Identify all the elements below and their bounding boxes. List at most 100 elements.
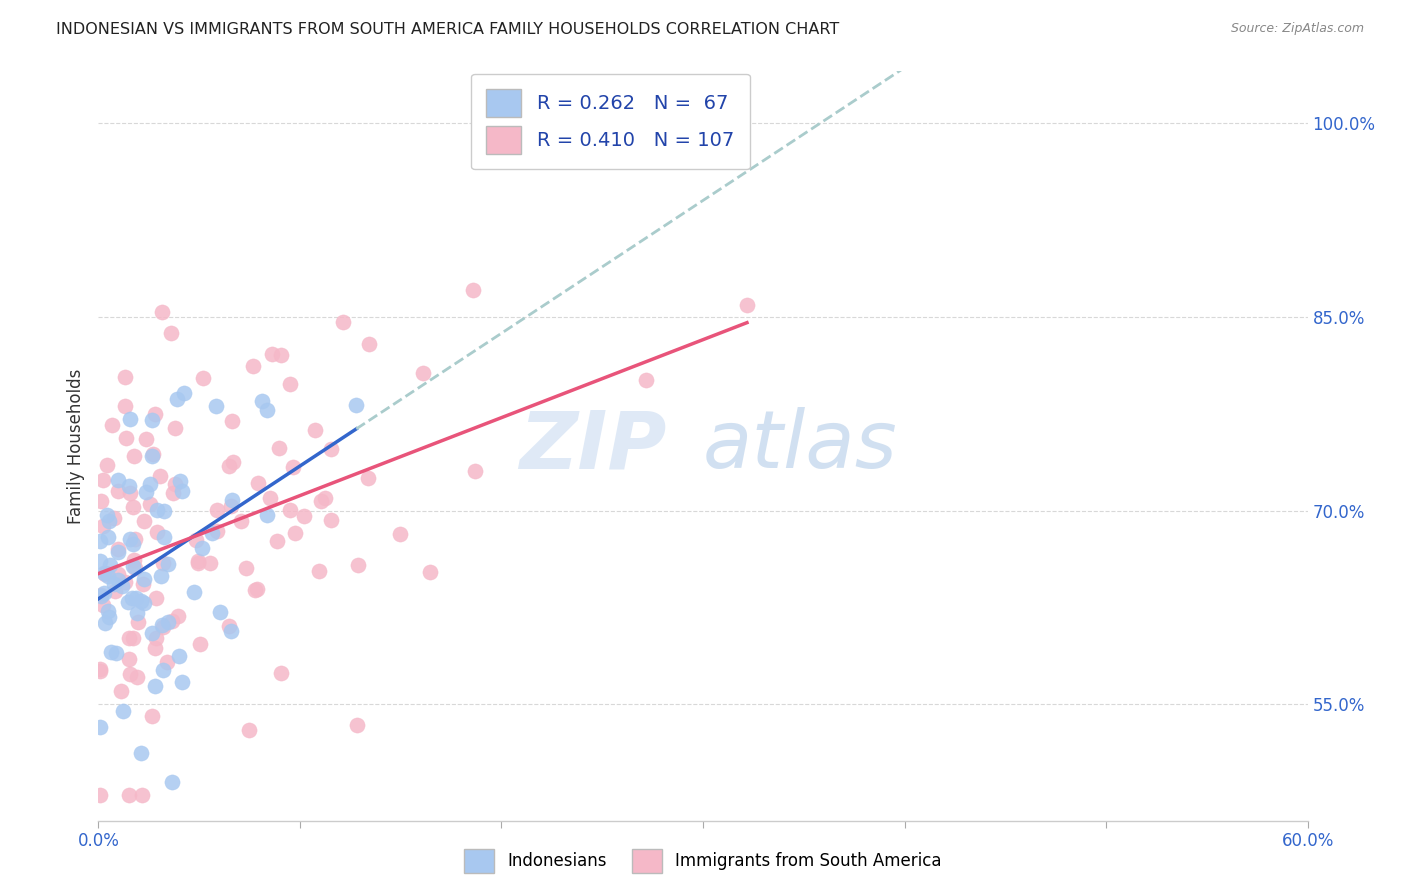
Point xyxy=(145,591,167,606)
Point xyxy=(153,529,176,543)
Point xyxy=(120,411,142,425)
Point xyxy=(218,619,240,633)
Point xyxy=(235,561,257,575)
Point xyxy=(152,304,174,318)
Point xyxy=(218,458,240,473)
Point xyxy=(205,502,228,516)
Point xyxy=(111,579,134,593)
Point xyxy=(259,491,281,505)
Point xyxy=(97,604,120,618)
Point xyxy=(169,474,191,488)
Point xyxy=(107,566,129,581)
Point xyxy=(90,494,112,508)
Point xyxy=(238,723,260,737)
Point xyxy=(464,463,486,477)
Point xyxy=(93,566,115,580)
Point xyxy=(229,515,252,529)
Point xyxy=(357,471,380,485)
Point xyxy=(173,385,195,400)
Point xyxy=(134,596,156,610)
Legend: Indonesians, Immigrants from South America: Indonesians, Immigrants from South Ameri… xyxy=(457,842,949,880)
Point xyxy=(118,478,141,492)
Text: atlas: atlas xyxy=(703,407,898,485)
Point xyxy=(304,423,326,437)
Point xyxy=(186,533,208,547)
Point xyxy=(107,573,129,587)
Point xyxy=(121,591,143,606)
Point xyxy=(247,476,270,491)
Point xyxy=(122,559,145,574)
Point xyxy=(121,537,143,551)
Point xyxy=(107,545,129,559)
Point xyxy=(157,615,180,629)
Point xyxy=(169,648,191,663)
Point xyxy=(91,519,114,533)
Y-axis label: Family Households: Family Households xyxy=(66,368,84,524)
Point xyxy=(127,615,149,630)
Point xyxy=(142,447,165,461)
Point xyxy=(242,359,264,373)
Point xyxy=(160,614,183,628)
Point xyxy=(125,670,148,684)
Point xyxy=(94,566,117,581)
Point xyxy=(156,655,179,669)
Point xyxy=(91,598,114,612)
Point xyxy=(135,485,157,500)
Point xyxy=(221,493,243,508)
Point xyxy=(183,584,205,599)
Point xyxy=(89,533,111,548)
Point xyxy=(139,476,162,491)
Point xyxy=(149,568,172,582)
Point xyxy=(319,442,342,456)
Point xyxy=(131,788,153,802)
Point xyxy=(122,500,145,514)
Point xyxy=(135,432,157,446)
Point xyxy=(107,541,129,556)
Point xyxy=(89,720,111,734)
Point xyxy=(124,532,146,546)
Point xyxy=(146,503,169,517)
Point xyxy=(201,526,224,541)
Point xyxy=(117,594,139,608)
Point xyxy=(735,298,758,312)
Point xyxy=(267,441,290,455)
Point xyxy=(166,609,188,624)
Point xyxy=(332,315,354,329)
Point xyxy=(149,468,172,483)
Point xyxy=(100,645,122,659)
Point xyxy=(344,398,367,412)
Point xyxy=(97,610,120,624)
Point xyxy=(103,511,125,525)
Point xyxy=(191,541,214,555)
Point xyxy=(309,494,332,508)
Point xyxy=(141,449,163,463)
Point xyxy=(205,524,228,538)
Point xyxy=(314,491,336,506)
Point xyxy=(107,473,129,487)
Point xyxy=(188,637,211,651)
Point xyxy=(461,283,484,297)
Point xyxy=(162,486,184,500)
Point xyxy=(156,558,179,572)
Point xyxy=(270,665,292,680)
Point xyxy=(292,508,315,523)
Point xyxy=(143,679,166,693)
Point xyxy=(260,347,283,361)
Point xyxy=(132,514,155,528)
Point xyxy=(256,402,278,417)
Point xyxy=(125,607,148,621)
Point xyxy=(90,589,112,603)
Point xyxy=(152,663,174,677)
Point xyxy=(200,556,222,570)
Point xyxy=(118,788,141,802)
Point xyxy=(120,666,142,681)
Point xyxy=(256,508,278,523)
Point xyxy=(160,326,183,340)
Point xyxy=(118,631,141,645)
Point xyxy=(152,620,174,634)
Point xyxy=(118,486,141,500)
Point xyxy=(191,371,214,385)
Point xyxy=(105,647,128,661)
Point xyxy=(145,631,167,645)
Point xyxy=(219,624,242,638)
